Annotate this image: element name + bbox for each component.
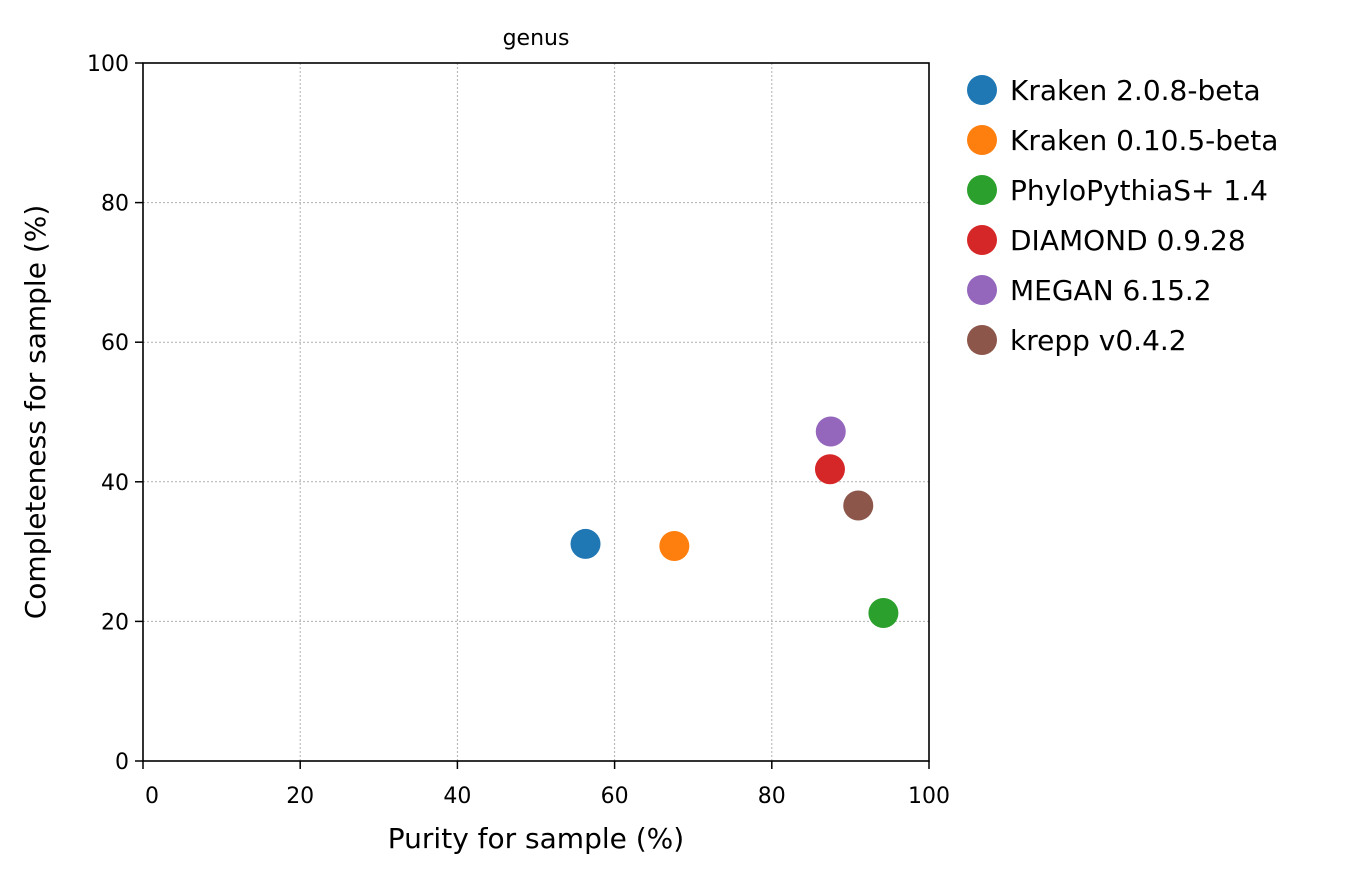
legend-label: Kraken 0.10.5-beta xyxy=(1010,124,1278,157)
data-point xyxy=(570,528,601,559)
legend-marker xyxy=(967,175,997,205)
data-point xyxy=(659,531,690,562)
grid-lines xyxy=(143,63,929,761)
y-tick-label: 80 xyxy=(101,192,129,217)
legend-marker xyxy=(967,75,997,105)
y-tick-label: 20 xyxy=(101,610,129,635)
data-point xyxy=(814,454,845,485)
y-tick-label: 40 xyxy=(101,471,129,496)
legend-marker xyxy=(967,275,997,305)
legend-marker xyxy=(967,325,997,355)
legend-label: PhyloPythiaS+ 1.4 xyxy=(1010,174,1268,207)
data-point xyxy=(868,598,899,629)
legend-label: MEGAN 6.15.2 xyxy=(1010,274,1212,307)
plot-frame xyxy=(142,62,930,762)
data-points xyxy=(570,416,899,629)
x-tick-label: 100 xyxy=(908,784,950,809)
x-tick-label: 80 xyxy=(758,784,786,809)
legend-label: Kraken 2.0.8-beta xyxy=(1010,74,1261,107)
legend: Kraken 2.0.8-beta Kraken 0.10.5-beta Phylo… xyxy=(967,74,1278,357)
x-tick-label: 60 xyxy=(601,784,629,809)
y-axis-ticks: 0 20 40 60 80 100 xyxy=(87,52,143,775)
x-tick-label: 20 xyxy=(286,784,314,809)
x-tick-label: 0 xyxy=(145,784,159,809)
y-tick-label: 0 xyxy=(115,750,129,775)
x-tick-label: 40 xyxy=(443,784,471,809)
legend-label: DIAMOND 0.9.28 xyxy=(1010,224,1246,257)
x-axis-label: Purity for sample (%) xyxy=(388,822,684,855)
y-axis-label: Completeness for sample (%) xyxy=(19,205,52,620)
y-tick-label: 60 xyxy=(101,331,129,356)
legend-label: krepp v0.4.2 xyxy=(1010,324,1187,357)
data-point xyxy=(843,490,874,521)
legend-marker xyxy=(967,125,997,155)
legend-marker xyxy=(967,225,997,255)
x-axis-ticks: 0 20 40 60 80 100 xyxy=(142,761,950,809)
chart-title: genus xyxy=(503,26,570,51)
y-tick-label: 100 xyxy=(87,52,129,77)
data-point xyxy=(815,416,846,447)
